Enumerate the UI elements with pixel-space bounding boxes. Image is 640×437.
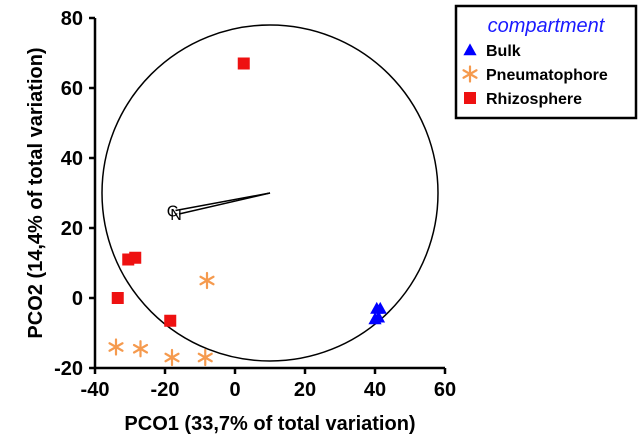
legend-label-pneumatophore: Pneumatophore: [486, 67, 608, 84]
vector-line: [178, 192, 271, 215]
x-tick-label: -40: [81, 379, 110, 401]
y-tick-label: 80: [61, 8, 83, 30]
pneumatophore-point: [164, 348, 180, 367]
correlation-circle: [101, 24, 439, 362]
x-tick-label: 0: [229, 379, 240, 401]
pneumatophore-point: [132, 340, 149, 358]
x-tick-label: 20: [294, 379, 316, 401]
points-layer: [108, 57, 387, 367]
rhizosphere-point: [164, 314, 177, 327]
pneumatophore-point: [199, 271, 215, 290]
legend-square-icon: [464, 92, 476, 104]
legend-title: compartment: [488, 15, 606, 37]
legend-triangle-icon: [463, 43, 477, 56]
x-tick-label: 40: [364, 379, 386, 401]
x-tick-label: -20: [151, 379, 180, 401]
legend: compartment Bulk Pneumatophore Rhizosphere: [454, 4, 638, 120]
x-axis-ticks: -40 -20 0 20 40 60: [81, 368, 456, 401]
legend-label-rhizosphere: Rhizosphere: [486, 91, 582, 108]
bulk-point: [373, 301, 387, 314]
y-tick-label: 40: [61, 148, 83, 170]
y-axis-ticks: -20 0 20 40 60 80: [54, 8, 95, 380]
y-tick-label: 60: [61, 78, 83, 100]
pneumatophore-point: [197, 348, 213, 367]
legend-items: Bulk Pneumatophore Rhizosphere: [462, 43, 608, 108]
rhizosphere-point: [237, 57, 250, 70]
bulk-point: [371, 310, 386, 323]
axes: [93, 18, 445, 370]
rhizosphere-point: [111, 292, 124, 304]
correlation-circle-layer: [101, 24, 439, 362]
vector-label: C: [167, 204, 179, 221]
rhizosphere-point: [129, 251, 142, 264]
y-tick-label: 0: [72, 288, 83, 310]
legend-box: [454, 4, 638, 120]
y-axis-label: PCO2 (14,4% of total variation): [25, 47, 47, 338]
pneumatophore-point: [108, 338, 124, 356]
legend-asterisk-icon: [462, 65, 478, 83]
vector-layer: CN: [167, 192, 271, 224]
x-axis-label: PCO1 (33,7% of total variation): [124, 413, 415, 435]
y-tick-label: -20: [54, 358, 83, 380]
legend-label-bulk: Bulk: [486, 43, 521, 60]
y-tick-label: 20: [61, 218, 83, 240]
vector-label: N: [170, 207, 182, 224]
x-tick-label: 60: [434, 379, 456, 401]
